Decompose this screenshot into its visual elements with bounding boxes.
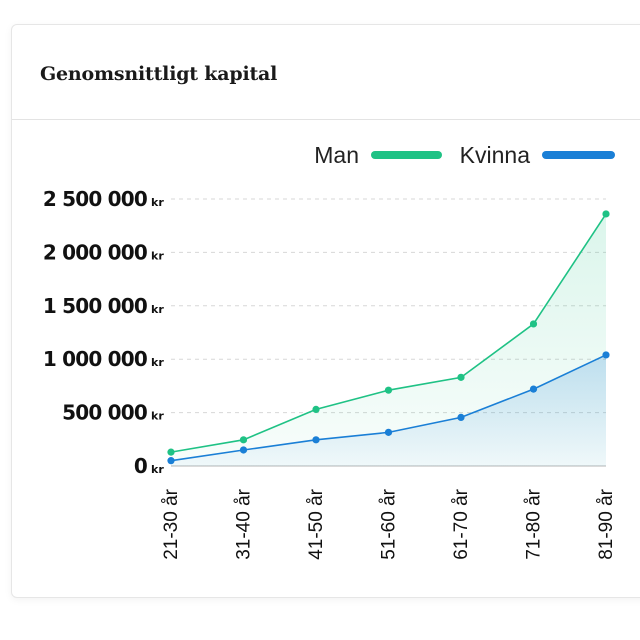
data-point <box>384 386 393 394</box>
legend: Man Kvinna <box>314 142 615 168</box>
chart-card: Genomsnittligt kapital <box>11 24 640 598</box>
y-tick-label: 1 000 000 <box>43 347 147 371</box>
legend-label: Man <box>314 142 359 168</box>
y-tick-unit: kr <box>151 356 164 369</box>
card-header: Genomsnittligt kapital <box>12 25 640 120</box>
y-axis: 0 kr 500 000 kr 1 000 000 kr 1 500 000 kr 2 000 … <box>43 187 164 478</box>
y-tick-unit: kr <box>151 463 164 476</box>
x-tick-label: 71-80 år <box>524 488 545 559</box>
y-tick-label: 2 500 000 <box>43 187 147 211</box>
data-point <box>602 210 610 218</box>
data-point <box>239 436 248 444</box>
x-tick-label: 81-90 år <box>596 488 617 559</box>
data-point <box>167 448 175 456</box>
series-areas <box>171 213 606 466</box>
y-tick-label: 500 000 <box>62 401 147 425</box>
card-title: Genomsnittligt kapital <box>40 63 278 85</box>
data-points <box>167 210 610 465</box>
x-tick-label: 61-70 år <box>451 488 472 559</box>
series-area <box>171 354 606 466</box>
y-tick-unit: kr <box>151 410 164 423</box>
data-point <box>312 436 320 444</box>
x-tick-label: 41-50 år <box>306 488 327 559</box>
data-point <box>529 385 538 393</box>
x-tick-label: 21-30 år <box>161 488 182 559</box>
data-point <box>457 413 465 422</box>
y-tick-unit: kr <box>151 249 164 262</box>
data-point <box>602 351 610 359</box>
y-tick-unit: kr <box>151 303 164 316</box>
y-tick-label: 2 000 000 <box>43 240 147 264</box>
data-point <box>384 428 393 436</box>
y-tick-label: 0 <box>134 454 147 478</box>
y-tick-unit: kr <box>151 196 164 209</box>
y-tick-label: 1 500 000 <box>43 294 147 318</box>
data-point <box>457 373 465 381</box>
x-tick-label: 51-60 år <box>379 488 400 559</box>
data-point <box>167 457 175 465</box>
data-point <box>529 320 538 328</box>
legend-label: Kvinna <box>460 142 531 168</box>
data-point <box>312 405 320 413</box>
data-point <box>239 446 248 454</box>
x-axis: 21-30 år 31-40 år 41-50 år 51-60 år 61-70 år… <box>161 488 617 559</box>
x-tick-label: 31-40 år <box>234 488 255 559</box>
